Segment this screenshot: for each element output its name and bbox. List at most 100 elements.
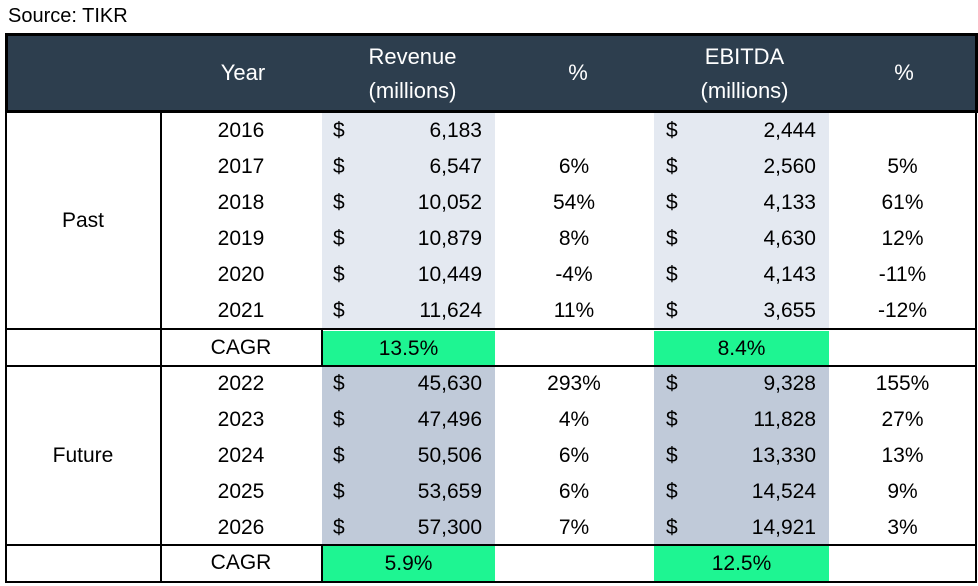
ebitda-value: 4,133 xyxy=(763,191,816,214)
ebitda-pct: -11% xyxy=(878,263,927,286)
year-cell: 2016 xyxy=(217,119,265,142)
revenue-future-band xyxy=(322,366,495,546)
ebitda-value: 2,444 xyxy=(763,119,816,142)
future-cagr-label: CAGR xyxy=(210,551,272,574)
rule-past-end xyxy=(5,328,977,330)
revenue-value: 47,496 xyxy=(417,408,482,431)
revenue-pct: 11% xyxy=(553,299,595,322)
revenue-currency: $ xyxy=(333,227,345,250)
header-ebitda-pct: % xyxy=(894,60,914,85)
revenue-currency: $ xyxy=(333,119,345,142)
ebitda-currency: $ xyxy=(666,263,678,286)
revenue-value: 6,547 xyxy=(429,155,482,178)
revenue-pct: 8% xyxy=(558,227,590,250)
border-right xyxy=(975,113,977,583)
ebitda-value: 4,630 xyxy=(763,227,816,250)
revenue-currency: $ xyxy=(333,516,345,539)
revenue-pct: 54% xyxy=(552,191,596,214)
revenue-pct: 6% xyxy=(558,444,590,467)
past-cagr-ebitda: 8.4% xyxy=(654,331,829,367)
ebitda-pct: 12% xyxy=(881,227,924,250)
ebitda-currency: $ xyxy=(666,480,678,503)
ebitda-currency: $ xyxy=(666,191,678,214)
ebitda-currency: $ xyxy=(666,155,678,178)
divider-year xyxy=(160,113,162,583)
ebitda-pct: 61% xyxy=(881,191,924,214)
ebitda-currency: $ xyxy=(666,299,678,322)
revenue-value: 11,624 xyxy=(419,299,482,322)
revenue-currency: $ xyxy=(333,155,345,178)
revenue-pct: 6% xyxy=(558,155,590,178)
year-cell: 2017 xyxy=(217,155,265,178)
revenue-value: 10,449 xyxy=(417,263,482,286)
revenue-currency: $ xyxy=(333,191,345,214)
ebitda-pct: 9% xyxy=(887,480,918,503)
ebitda-currency: $ xyxy=(666,372,678,395)
revenue-value: 50,506 xyxy=(417,444,482,467)
ebitda-value: 14,524 xyxy=(751,480,816,503)
header-revenue: Revenue (millions) xyxy=(368,44,457,103)
revenue-pct: 4% xyxy=(558,408,590,431)
revenue-currency: $ xyxy=(333,408,345,431)
ebitda-currency: $ xyxy=(666,516,678,539)
future-cagr-ebitda: 12.5% xyxy=(654,546,829,582)
header-revenue-pct: % xyxy=(568,60,588,85)
revenue-value: 10,052 xyxy=(417,191,482,214)
revenue-pct: -4% xyxy=(555,263,593,286)
rule-future-end xyxy=(5,544,977,546)
ebitda-pct: 3% xyxy=(887,516,918,539)
year-cell: 2024 xyxy=(217,444,265,467)
future-cagr-revenue: 5.9% xyxy=(322,546,495,582)
revenue-currency: $ xyxy=(333,299,345,322)
ebitda-pct: 155% xyxy=(875,372,930,395)
ebitda-pct: 13% xyxy=(881,444,924,467)
ebitda-pct: -12% xyxy=(877,299,928,322)
year-cell: 2022 xyxy=(217,372,265,395)
past-cagr-label: CAGR xyxy=(210,336,272,359)
year-cell: 2025 xyxy=(217,480,265,503)
revenue-pct: 7% xyxy=(558,516,590,539)
year-cell: 2023 xyxy=(217,408,265,431)
revenue-value: 53,659 xyxy=(417,480,482,503)
source-caption: Source: TIKR xyxy=(8,5,128,27)
revenue-value: 10,879 xyxy=(417,227,482,250)
revenue-currency: $ xyxy=(333,480,345,503)
group-label-past: Past xyxy=(61,209,105,232)
ebitda-past-band xyxy=(654,113,829,329)
revenue-past-band xyxy=(322,113,495,329)
revenue-currency: $ xyxy=(333,372,345,395)
ebitda-value: 4,143 xyxy=(763,263,816,286)
ebitda-currency: $ xyxy=(666,408,678,431)
divider-revenue xyxy=(321,329,323,367)
header-year: Year xyxy=(220,60,266,85)
border-left xyxy=(5,113,7,583)
ebitda-value: 14,921 xyxy=(751,516,816,539)
table-header: Year Revenue (millions) % EBITDA (millio… xyxy=(5,33,978,113)
year-cell: 2019 xyxy=(217,227,265,250)
revenue-value: 57,300 xyxy=(417,516,482,539)
year-cell: 2020 xyxy=(217,263,265,286)
revenue-currency: $ xyxy=(333,263,345,286)
past-cagr-revenue: 13.5% xyxy=(322,331,495,367)
revenue-currency: $ xyxy=(333,444,345,467)
ebitda-currency: $ xyxy=(666,444,678,467)
ebitda-value: 2,560 xyxy=(763,155,816,178)
revenue-value: 6,183 xyxy=(429,119,482,142)
rule-future-start xyxy=(5,365,977,367)
group-label-future: Future xyxy=(52,444,114,467)
revenue-pct: 6% xyxy=(558,480,590,503)
revenue-value: 45,630 xyxy=(417,372,482,395)
year-cell: 2021 xyxy=(217,299,265,322)
ebitda-value: 11,828 xyxy=(753,408,816,431)
header-ebitda: EBITDA (millions) xyxy=(700,44,789,103)
ebitda-value: 13,330 xyxy=(751,444,816,467)
ebitda-currency: $ xyxy=(666,227,678,250)
ebitda-pct: 5% xyxy=(887,155,918,178)
ebitda-currency: $ xyxy=(666,119,678,142)
ebitda-pct: 27% xyxy=(881,408,924,431)
ebitda-value: 3,655 xyxy=(763,299,816,322)
revenue-pct: 293% xyxy=(547,372,601,395)
ebitda-value: 9,328 xyxy=(763,372,816,395)
rule-bottom xyxy=(5,581,977,583)
